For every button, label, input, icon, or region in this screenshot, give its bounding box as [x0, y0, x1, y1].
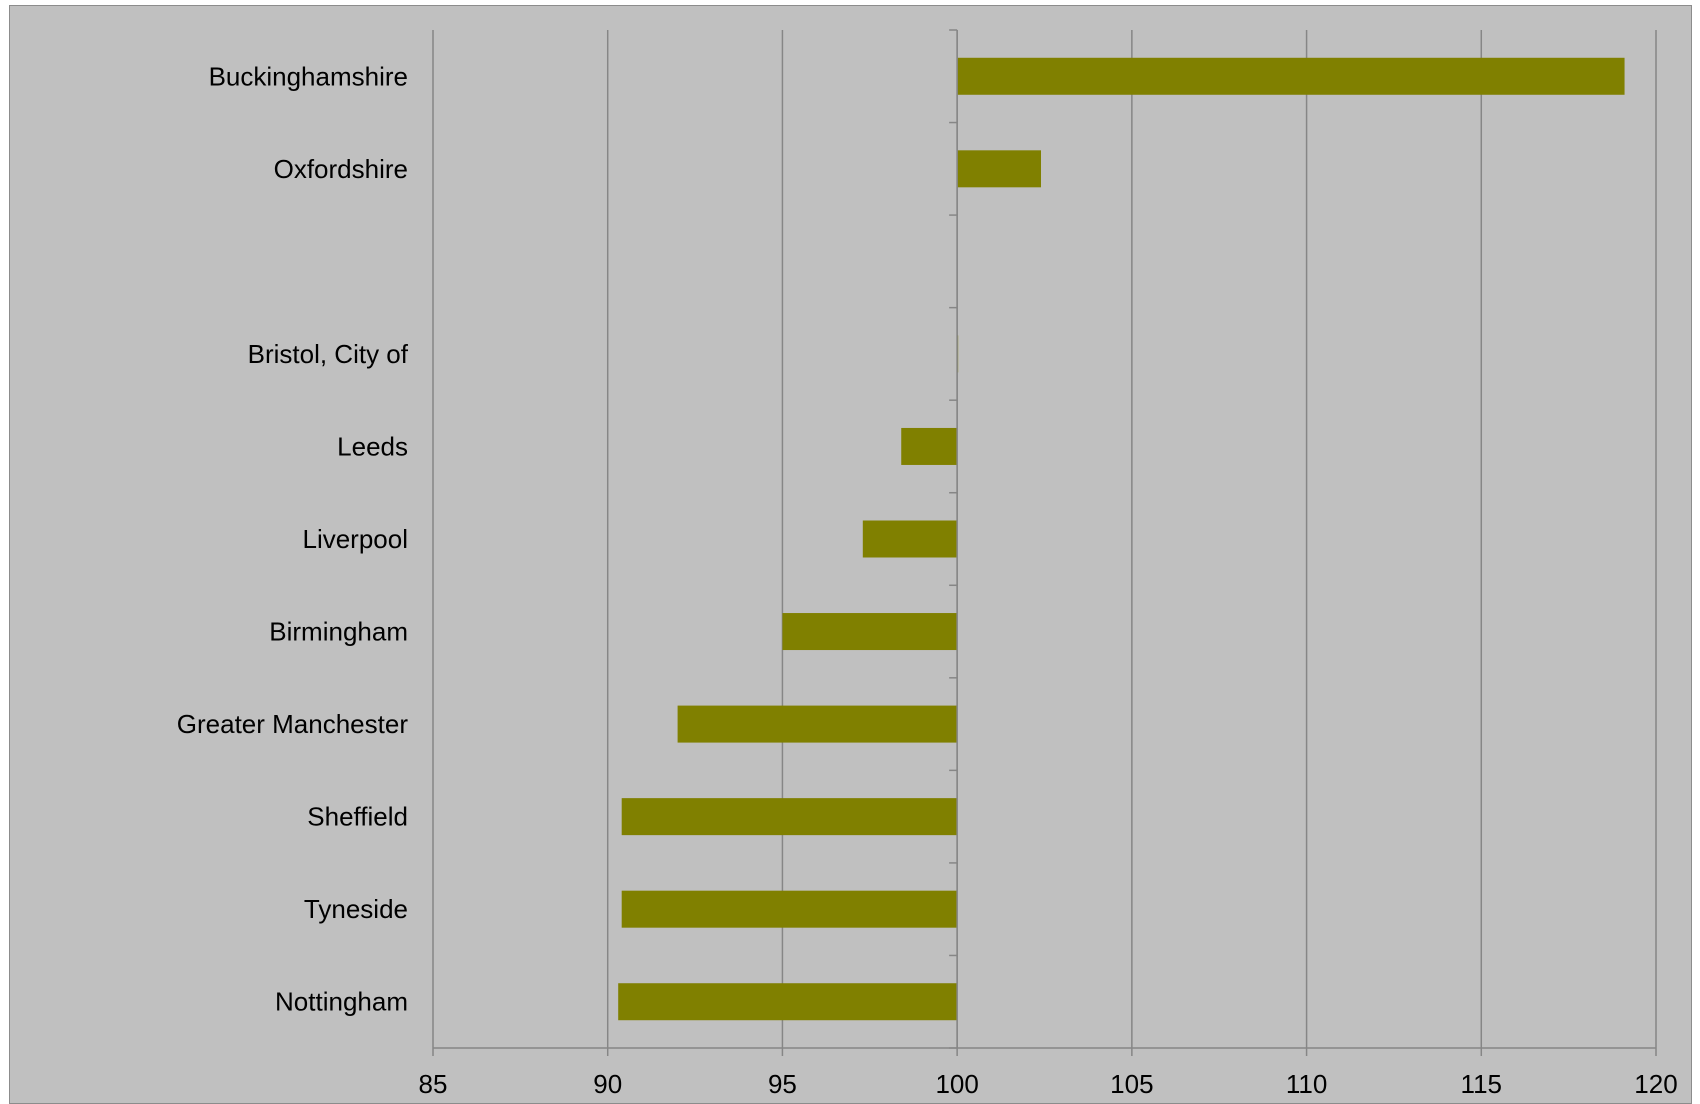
- x-tick-label: 120: [1634, 1069, 1677, 1099]
- bar: [957, 150, 1042, 188]
- category-label: Liverpool: [302, 524, 408, 554]
- category-label: Oxfordshire: [274, 154, 408, 184]
- category-label: Sheffield: [307, 802, 408, 832]
- bar: [621, 798, 958, 836]
- category-label: Buckinghamshire: [209, 61, 408, 91]
- category-label: Greater Manchester: [177, 709, 409, 739]
- bar: [901, 427, 958, 465]
- bar: [862, 520, 958, 558]
- x-tick-label: 105: [1110, 1069, 1153, 1099]
- category-label: Bristol, City of: [248, 339, 409, 369]
- x-tick-label: 115: [1461, 1069, 1502, 1099]
- x-tick-label: 95: [768, 1069, 797, 1099]
- x-tick-label: 85: [419, 1069, 448, 1099]
- bar: [782, 613, 958, 651]
- gridlines: [432, 30, 1657, 1048]
- category-labels: Buckinghamshire Oxfordshire Bristol, City …: [177, 61, 409, 1016]
- bar: [957, 57, 1625, 95]
- bar: [618, 983, 958, 1021]
- axes: [432, 29, 1657, 1056]
- x-tick-label: 100: [935, 1069, 978, 1099]
- x-tick-label: 110: [1286, 1069, 1327, 1099]
- tick-labels: 85 90 95 100 105 110 115 120: [419, 1069, 1678, 1099]
- category-label: Tyneside: [304, 894, 408, 924]
- category-label: Leeds: [337, 431, 408, 461]
- category-label: Nottingham: [275, 987, 408, 1017]
- bar: [677, 705, 958, 743]
- bar: [621, 890, 958, 928]
- x-tick-label: 90: [593, 1069, 622, 1099]
- bars: [618, 57, 1625, 1021]
- category-label: Birmingham: [269, 617, 408, 647]
